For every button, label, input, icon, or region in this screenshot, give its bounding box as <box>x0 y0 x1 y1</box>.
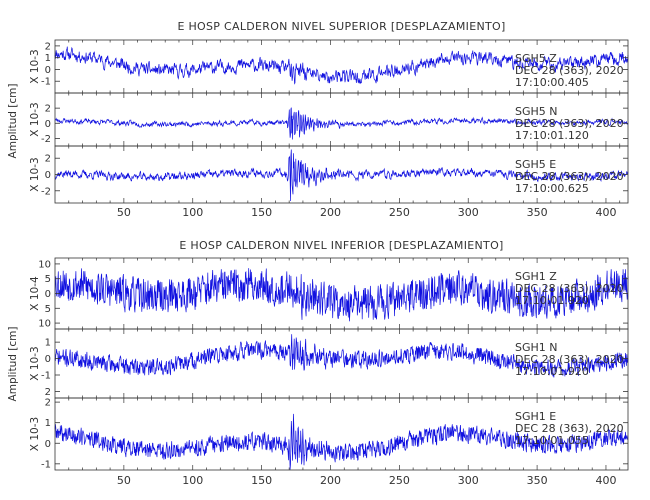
channel-label: SGH5 N <box>515 105 558 118</box>
x-tick-label: 400 <box>595 474 616 487</box>
date-label: DEC 28 (363), 2020 <box>515 422 624 435</box>
time-label: 17:10:01.920 <box>515 365 589 378</box>
x-tick-label: 300 <box>458 474 479 487</box>
y-tick-label: 2 <box>45 387 51 398</box>
x-tick-label: 100 <box>182 474 203 487</box>
channel-label: SGH1 Z <box>515 270 557 283</box>
y-tick-label: 10 <box>38 319 51 330</box>
x-tick-label: 50 <box>117 474 131 487</box>
y-tick-label: 0 <box>45 439 51 450</box>
x-tick-label: 150 <box>251 474 272 487</box>
y-tick-label: -1 <box>41 459 51 470</box>
time-label: 17:10:00.625 <box>515 182 589 195</box>
panel-frame <box>54 397 629 471</box>
x-tick-label: 350 <box>527 474 548 487</box>
x-tick-label: 200 <box>320 474 341 487</box>
y-tick-label: 1 <box>45 53 51 64</box>
y-tick-label: 0 <box>45 289 51 300</box>
chart-0: E HOSP CALDERON NIVEL SUPERIOR [DESPLAZA… <box>7 20 629 219</box>
time-label: 17:10:01.120 <box>515 129 589 142</box>
chart-title: E HOSP CALDERON NIVEL SUPERIOR [DESPLAZA… <box>177 20 505 33</box>
y-tick-label: 0 <box>45 170 51 181</box>
y-tick-label: 0 <box>45 354 51 365</box>
y-axis-label: Amplitud [cm] <box>7 84 19 159</box>
y-tick-label: 2 <box>45 41 51 52</box>
chart-title: E HOSP CALDERON NIVEL INFERIOR [DESPLAZA… <box>179 239 503 252</box>
x-tick-label: 150 <box>251 206 272 219</box>
x-tick-label: 300 <box>458 206 479 219</box>
x-tick-label: 400 <box>595 206 616 219</box>
y-tick-label: -2 <box>41 134 51 145</box>
y-tick-label: -1 <box>41 77 51 88</box>
y-tick-label: 5 <box>45 274 51 285</box>
chart-1: E HOSP CALDERON NIVEL INFERIOR [DESPLAZA… <box>7 239 629 487</box>
series-line <box>54 149 629 202</box>
y-tick-label: 5 <box>45 304 51 315</box>
y-tick-label: 1 <box>45 418 51 429</box>
scale-label: X 10-4 <box>29 276 41 311</box>
channel-label: SGH5 E <box>515 158 556 171</box>
y-tick-label: 0 <box>45 65 51 76</box>
channel-label: SGH1 N <box>515 341 558 354</box>
date-label: DEC 28 (363), 2020 <box>515 117 624 130</box>
y-tick-label: 2 <box>45 154 51 165</box>
channel-label: SGH1 E <box>515 410 556 423</box>
y-axis-label: Amplitud [cm] <box>7 327 19 402</box>
y-tick-label: -2 <box>41 186 51 197</box>
y-tick-label: 2 <box>45 398 51 409</box>
scale-label: X 10-3 <box>29 417 41 451</box>
scale-label: X 10-3 <box>29 102 41 136</box>
x-tick-label: 250 <box>389 206 410 219</box>
x-tick-label: 100 <box>182 206 203 219</box>
date-label: DEC 28 (363), 2020 <box>515 170 624 183</box>
channel-label: SGH5 Z <box>515 52 557 65</box>
series-line <box>54 334 629 378</box>
y-tick-label: 1 <box>45 338 51 349</box>
y-tick-label: 10 <box>38 259 51 270</box>
date-label: DEC 28 (363), 2020 <box>515 64 624 77</box>
series-line <box>55 107 629 140</box>
x-tick-label: 250 <box>389 474 410 487</box>
scale-label: X 10-3 <box>29 346 41 380</box>
series-line <box>54 46 629 85</box>
x-tick-label: 50 <box>117 206 131 219</box>
time-label: 17:10:00.405 <box>515 76 589 89</box>
scale-label: X 10-3 <box>29 157 41 191</box>
x-tick-label: 350 <box>527 206 548 219</box>
y-tick-label: -1 <box>41 371 51 382</box>
y-tick-label: 2 <box>45 104 51 115</box>
y-tick-label: 0 <box>45 119 51 130</box>
series-line <box>54 268 629 322</box>
time-label: 17:10:01.920 <box>515 294 589 307</box>
date-label: DEC 28 (363), 2020 <box>515 282 624 295</box>
date-label: DEC 28 (363), 2020 <box>515 353 624 366</box>
time-label: 17:10:01.055 <box>515 434 589 447</box>
series-line <box>54 413 629 470</box>
scale-label: X 10-3 <box>29 49 41 83</box>
x-tick-label: 200 <box>320 206 341 219</box>
